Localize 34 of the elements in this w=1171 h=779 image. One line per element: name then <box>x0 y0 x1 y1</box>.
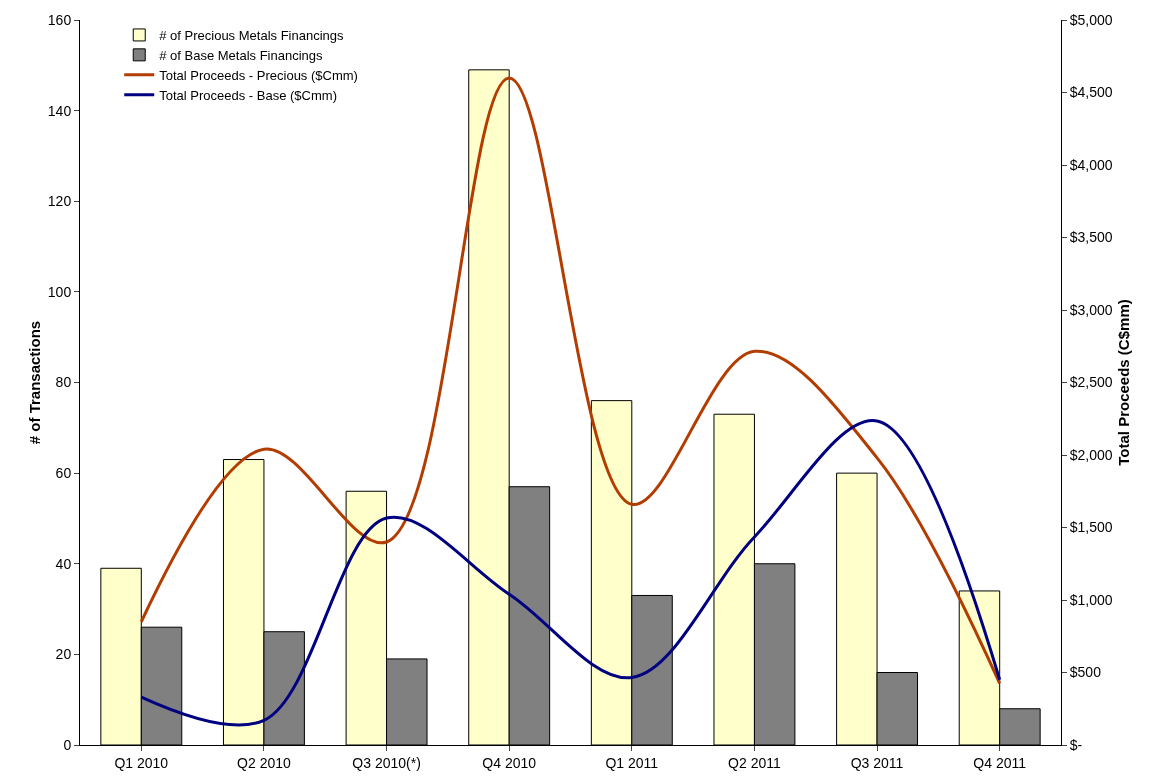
y-tick-label: 80 <box>55 374 72 391</box>
y2-axis-title: Total Proceeds (C$mm) <box>1114 299 1132 466</box>
legend-label: # of Base Metals Financings <box>159 47 324 63</box>
y-tick-label: 100 <box>47 283 72 300</box>
x-tick-label: Q4 2010 <box>482 754 537 771</box>
y2-tick-label: $3,000 <box>1069 301 1113 318</box>
y-tick-label: 20 <box>55 646 72 663</box>
y2-tick-label: $2,000 <box>1069 446 1113 463</box>
y2-tick-label: $1,500 <box>1069 519 1113 536</box>
y-tick-label: 40 <box>55 555 72 572</box>
legend-label: Total Proceeds - Precious ($Cmm) <box>159 67 358 83</box>
x-tick-label: Q4 2011 <box>973 754 1027 771</box>
legend-label: # of Precious Metals Financings <box>159 28 344 44</box>
x-tick-label: Q3 2011 <box>850 754 904 771</box>
x-tick-label: Q2 2010 <box>237 754 291 771</box>
y2-tick-label: $500 <box>1069 664 1102 681</box>
y-axis-title: # of Transactions <box>26 320 43 445</box>
x-tick-label: Q3 2010(*) <box>352 754 421 771</box>
y-tick-label: 160 <box>47 11 72 28</box>
legend-label: Total Proceeds - Base ($Cmm) <box>159 87 337 103</box>
y2-tick-label: $2,500 <box>1069 374 1113 391</box>
y2-tick-label: $3,500 <box>1069 229 1113 246</box>
y2-tick-label: $4,500 <box>1069 84 1113 101</box>
y2-tick-label: $1,000 <box>1069 591 1113 608</box>
y-tick-label: 0 <box>63 736 72 753</box>
y-tick-label: 60 <box>55 465 72 482</box>
y-tick-label: 140 <box>47 102 72 119</box>
x-tick-label: Q1 2010 <box>114 754 169 771</box>
y2-tick-label: $4,000 <box>1069 156 1113 173</box>
x-tick-label: Q1 2011 <box>605 754 659 771</box>
y2-tick-label: $- <box>1069 736 1083 753</box>
x-tick-label: Q2 2011 <box>728 754 781 771</box>
y2-tick-label: $5,000 <box>1069 11 1113 28</box>
y-tick-label: 120 <box>47 193 72 210</box>
